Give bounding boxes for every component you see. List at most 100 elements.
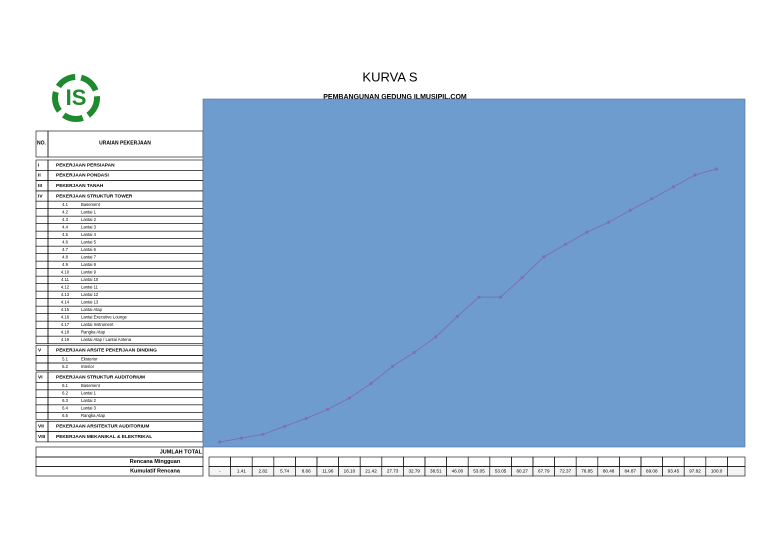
- value-label: 72.37: [560, 468, 572, 473]
- row-cell: [35, 275, 49, 285]
- row-cell: [35, 230, 49, 239]
- value-label: 27.73: [387, 468, 399, 473]
- curve-point: [304, 416, 308, 420]
- curve-point: [347, 396, 351, 400]
- curve-point: [261, 432, 265, 436]
- curve-point: [520, 275, 524, 280]
- value-label: 97.82: [689, 468, 701, 473]
- row-cell: [47, 253, 204, 262]
- curve-point: [563, 242, 568, 247]
- value-label: 5.74: [280, 468, 289, 473]
- row-no: 4.2: [62, 210, 68, 215]
- value-label: 76.85: [581, 468, 593, 473]
- row-label: Lantai 7: [81, 255, 97, 260]
- row-cell: [35, 290, 49, 300]
- row-label: Lantai 6: [81, 247, 97, 252]
- row-label: PEKERJAAN PONDASI: [56, 173, 109, 179]
- row-cell: [47, 200, 204, 209]
- row-label: Basement: [81, 383, 101, 388]
- logo: IS: [52, 74, 100, 122]
- row-no: 4.3: [62, 217, 68, 222]
- row-cell: [35, 305, 49, 315]
- value-label: 100.0: [711, 468, 723, 473]
- row-cell: [35, 355, 49, 364]
- row-no: VIII: [38, 434, 46, 440]
- chart: [202, 98, 746, 448]
- value-cell: [359, 456, 383, 467]
- row-no: 4.10: [61, 270, 70, 275]
- row-cell: [47, 396, 204, 406]
- logo-text: IS: [66, 85, 87, 110]
- footer-cell: [35, 466, 204, 477]
- row-cell: [47, 230, 204, 239]
- row-no: 4.11: [61, 277, 70, 282]
- row-cell: [47, 245, 204, 254]
- row-label: Lantai 3: [81, 225, 97, 230]
- row-no: VII: [38, 424, 45, 430]
- row-cell: [47, 411, 204, 421]
- value-cell: [381, 456, 404, 467]
- value-cell: [403, 456, 426, 467]
- value-label: 60.27: [516, 468, 528, 473]
- row-cell: [47, 328, 204, 337]
- row-label: Lantai 13: [81, 300, 99, 305]
- curve-point: [218, 440, 222, 444]
- row-cell: [35, 396, 49, 406]
- row-no: 4.6: [62, 240, 68, 245]
- row-cell: [47, 268, 204, 277]
- row-no: 4.7: [62, 247, 68, 252]
- row-cell: [47, 362, 204, 371]
- row-cell: [35, 404, 49, 413]
- row-cell: [35, 362, 49, 371]
- row-no: II: [38, 173, 41, 179]
- row-label: Lantai Executive Lounge: [81, 315, 128, 320]
- curve-point: [499, 295, 503, 299]
- title: KURVA S: [362, 69, 417, 84]
- value-cell: [424, 456, 447, 467]
- curve-point: [239, 436, 243, 440]
- value-cell: [619, 456, 642, 467]
- curve-point: [542, 255, 546, 259]
- row-no: 4.16: [61, 315, 70, 320]
- row-no: 4.12: [61, 285, 70, 290]
- row-cell: [47, 238, 204, 247]
- row-cell: [35, 268, 49, 277]
- column-header: NO.: [37, 140, 47, 146]
- row-label: Lantai 10: [81, 277, 99, 282]
- row-cell: [35, 223, 49, 232]
- value-cell: [489, 456, 512, 467]
- row-no: 4.8: [62, 255, 68, 260]
- row-no: 4.18: [61, 330, 70, 335]
- row-cell: [35, 253, 49, 262]
- row-no: 6.2: [62, 391, 68, 396]
- row-cell: [35, 320, 49, 330]
- row-label: PEKERJAAN PERSIAPAN: [56, 162, 115, 168]
- row-label: Lantai 11: [81, 285, 99, 290]
- value-cell: [532, 456, 555, 467]
- row-cell: [47, 283, 204, 292]
- row-label: Lantai 9: [81, 270, 97, 275]
- row-no: IV: [38, 193, 43, 199]
- value-label: 21.42: [365, 468, 377, 473]
- value-label: 46.00: [452, 468, 464, 473]
- value-label: 53.05: [473, 468, 485, 473]
- subtitle: PEMBANGUNAN GEDUNG ILMUSIPIL.COM: [323, 94, 467, 101]
- row-label: PEKERJAAN TANAH: [56, 183, 104, 189]
- row-no: 4.4: [62, 225, 68, 230]
- row-label: Interior: [81, 364, 95, 369]
- row-cell: [47, 260, 204, 270]
- footer-label: Kumulatif Rencana: [130, 469, 181, 475]
- row-cell: [47, 381, 204, 391]
- row-cell: [47, 215, 204, 224]
- row-cell: [47, 298, 204, 307]
- row-cell: [47, 320, 204, 330]
- curve-point: [412, 350, 416, 355]
- curve-point: [607, 220, 611, 224]
- row-no: VI: [38, 374, 43, 380]
- row-cell: [35, 283, 49, 292]
- row-label: Lantai 4: [81, 232, 97, 237]
- row-no: 4.1: [62, 202, 68, 207]
- row-label: PEKERJAAN ARSITEKTUR AUDITORIUM: [56, 424, 149, 430]
- row-cell: [47, 355, 204, 364]
